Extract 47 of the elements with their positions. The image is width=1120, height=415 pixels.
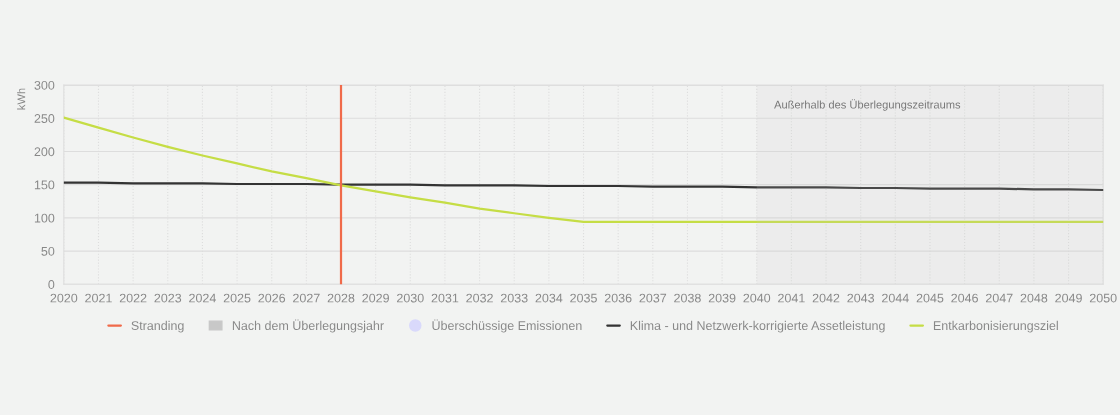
legend-label: Klima - und Netzwerk-korrigierte Assetleistung [630, 320, 885, 333]
x-tick-label: 2049 [1055, 293, 1082, 303]
x-tick-label: 2024 [189, 293, 216, 303]
x-tick-label: 2027 [293, 293, 320, 303]
x-tick-label: 2033 [500, 293, 528, 303]
x-tick-label: 2044 [882, 293, 909, 303]
x-tick-label: 2045 [916, 293, 944, 303]
line-series [63, 116, 1104, 223]
x-tick-label: 2037 [639, 293, 667, 303]
x-tick-label: 2036 [604, 293, 632, 303]
x-tick-label: 2032 [466, 293, 493, 303]
x-tick-label: 2026 [258, 293, 286, 303]
x-tick-label: 2038 [674, 293, 701, 303]
legend-label: Überschüssige Emissionen [432, 319, 582, 333]
x-tick-label: 2029 [362, 293, 389, 303]
x-tick-label: 2041 [778, 293, 805, 303]
line-series [63, 181, 1104, 192]
y-tick-label: 0 [48, 280, 55, 289]
legend-label: Entkarbonisierungsziel [933, 320, 1058, 333]
x-tick-label: 2039 [708, 293, 736, 303]
x-tick-label: 2031 [431, 293, 459, 303]
y-tick-label: 250 [34, 114, 55, 123]
x-tick-label: 2021 [85, 293, 112, 303]
x-tick-label: 2042 [812, 293, 840, 303]
x-tick-label: 2020 [50, 293, 78, 303]
x-tick-label: 2043 [847, 293, 875, 303]
x-tick-label: 2048 [1020, 293, 1048, 303]
y-tick-label: 200 [34, 147, 55, 157]
x-tick-label: 2035 [570, 293, 597, 303]
x-tick-label: 2034 [535, 293, 563, 303]
legend-label: Nach dem Überlegungsjahr [232, 319, 384, 333]
x-tick-label: 2030 [397, 293, 424, 303]
x-tick-label: 2047 [985, 293, 1013, 303]
x-tick-label: 2022 [119, 293, 147, 303]
legend-label: Stranding [131, 320, 184, 333]
x-tick-label: 2046 [951, 293, 978, 303]
x-tick-label: 2040 [743, 293, 771, 303]
annotation: Außerhalb des Überlegungszeitraums [774, 99, 961, 111]
y-tick-label: 300 [34, 80, 55, 90]
x-tick-label: 2028 [327, 293, 355, 303]
y-tick-label: 100 [34, 213, 55, 223]
x-tick-label: 2023 [154, 293, 182, 303]
y-tick-label: 150 [34, 180, 55, 190]
y-axis-title: kWh [17, 88, 26, 110]
x-tick-label: 2025 [223, 293, 251, 303]
x-tick-label: 2050 [1089, 293, 1117, 303]
y-tick-label: 50 [41, 246, 55, 256]
